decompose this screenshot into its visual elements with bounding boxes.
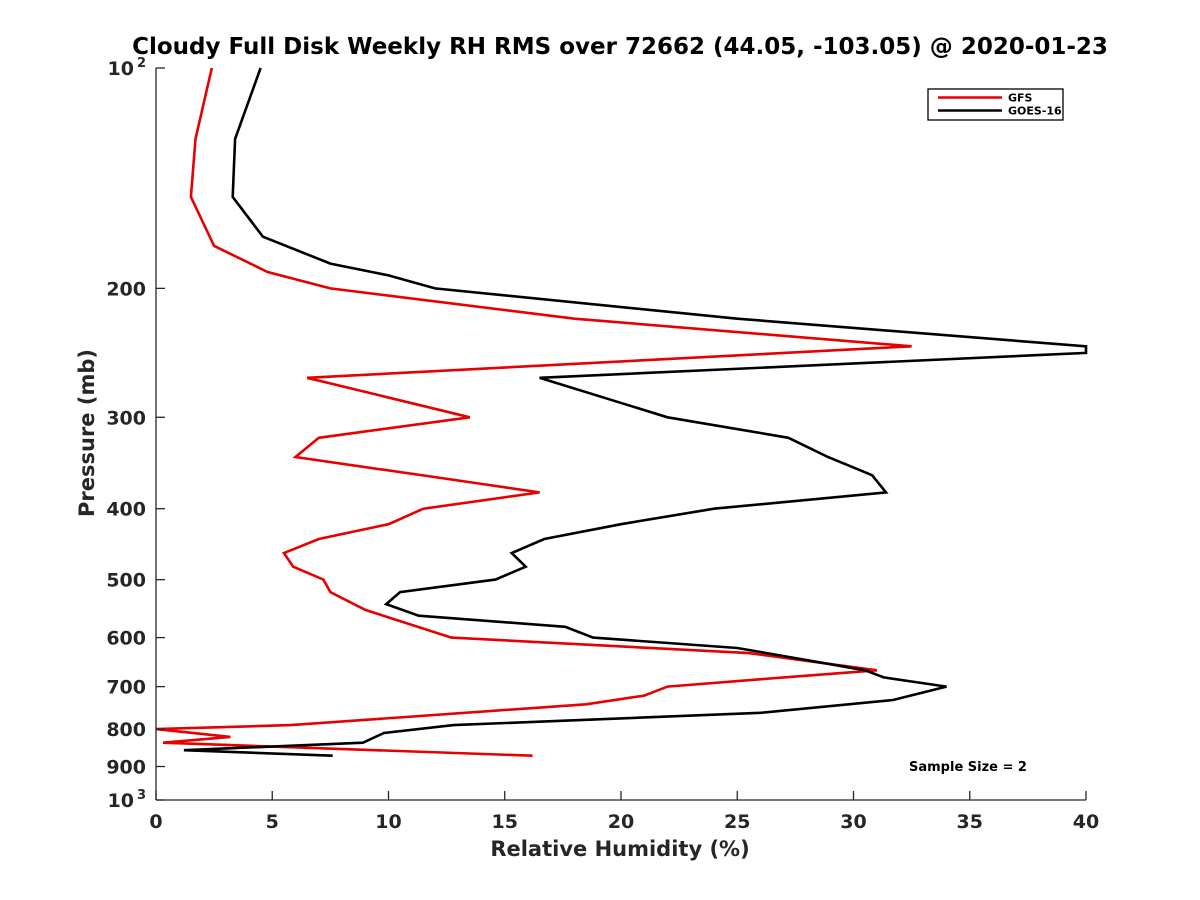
y-tick-label: 300 [106,407,146,429]
chart-title: Cloudy Full Disk Weekly RH RMS over 7266… [132,34,1108,60]
legend: GFS GOES-16 [927,88,1064,121]
y-tick-exponent: 3 [137,788,146,803]
x-axis-label: Relative Humidity (%) [490,837,749,861]
y-tick-label: 600 [106,628,146,650]
x-tick-label: 20 [608,811,634,833]
y-tick-exponent: 2 [137,56,146,71]
y-tick-label: 800 [106,719,146,741]
axes: 0 5 10 15 20 25 30 35 40 10 220030040050060070080… [106,56,1099,833]
y-tick-label: 500 [106,570,146,592]
x-tick-label: 10 [375,811,401,833]
legend-label-goes16: GOES-16 [1008,105,1062,118]
x-ticks: 0 5 10 15 20 25 30 35 40 [149,791,1099,833]
series-layer [155,67,1088,757]
x-tick-label: 5 [266,811,279,833]
x-tick-label: 30 [840,811,866,833]
sample-size-annotation: Sample Size = 2 [909,760,1027,775]
y-tick-label: 10 [108,790,134,812]
y-tick-label: 700 [106,677,146,699]
x-tick-label: 35 [957,811,983,833]
x-tick-label: 40 [1073,811,1099,833]
series-line-goes16 [183,67,1088,757]
x-tick-label: 0 [149,811,162,833]
legend-box [927,88,1064,121]
legend-label-gfs: GFS [1008,92,1033,105]
series-line-gfs [155,67,912,757]
y-axis-label: Pressure (mb) [75,349,99,517]
y-tick-label: 10 [108,58,134,80]
x-tick-label: 25 [724,811,750,833]
y-tick-label: 900 [106,757,146,779]
y-tick-label: 200 [106,278,146,300]
x-tick-label: 15 [492,811,518,833]
y-tick-label: 400 [106,499,146,521]
